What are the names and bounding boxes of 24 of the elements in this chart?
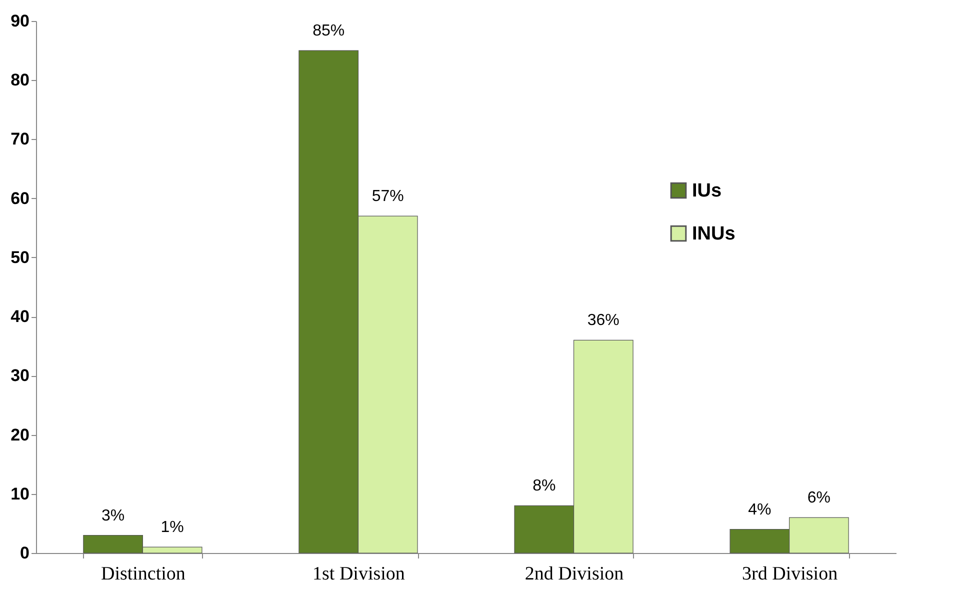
y-tick-label: 20 xyxy=(10,425,30,444)
x-tick-label: 1st Division xyxy=(312,564,406,584)
y-tick-label: 90 xyxy=(10,12,30,30)
x-tick-label: 2nd Division xyxy=(524,564,624,584)
x-tick-label: 3rd Division xyxy=(742,564,838,584)
y-tick-label: 40 xyxy=(10,307,30,326)
data-label: 85% xyxy=(312,22,345,40)
x-tick-label: Distinction xyxy=(100,564,186,584)
data-label: 57% xyxy=(372,188,404,206)
data-label: 6% xyxy=(807,490,831,507)
y-tick-label: 0 xyxy=(20,544,30,562)
data-label: 1% xyxy=(160,519,184,536)
y-tick-label: 30 xyxy=(10,366,30,386)
data-label: 8% xyxy=(532,478,556,495)
legend-label: INUs xyxy=(692,224,736,244)
y-tick-label: 60 xyxy=(10,188,30,208)
data-label: 4% xyxy=(748,501,772,518)
y-tick-label: 70 xyxy=(10,130,30,149)
y-tick-label: 50 xyxy=(10,248,30,267)
y-tick-label: 80 xyxy=(10,70,30,90)
data-label: 3% xyxy=(101,507,125,524)
legend-label: IUs xyxy=(692,180,722,202)
data-label: 36% xyxy=(587,312,620,330)
y-tick-label: 10 xyxy=(10,484,30,504)
